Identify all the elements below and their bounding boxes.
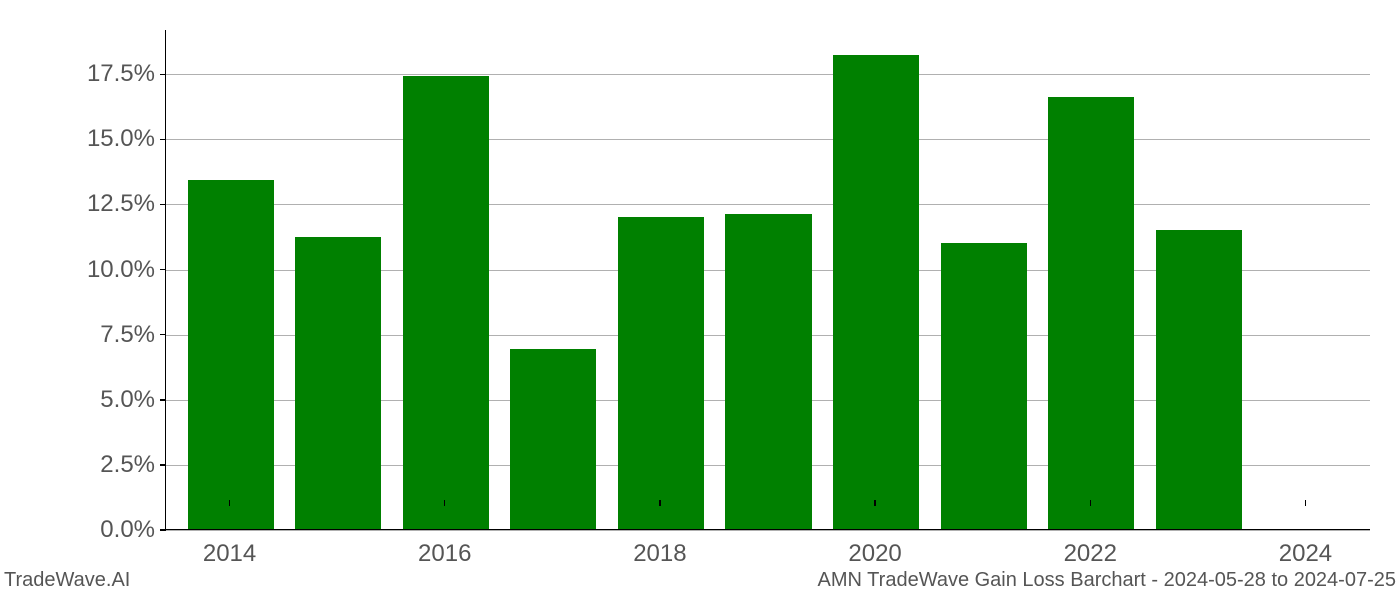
x-tick-mark <box>229 500 231 506</box>
gridline <box>166 530 1370 531</box>
x-tick-mark <box>444 500 446 506</box>
chart-container <box>165 30 1370 530</box>
x-tick-label: 2020 <box>848 540 901 568</box>
footer-right-text: AMN TradeWave Gain Loss Barchart - 2024-… <box>818 569 1396 592</box>
x-tick-label: 2024 <box>1279 540 1332 568</box>
x-tick-label: 2022 <box>1064 540 1117 568</box>
x-tick-mark <box>1305 500 1307 506</box>
y-tick-label: 17.5% <box>87 60 155 88</box>
y-tick-mark <box>160 334 166 336</box>
y-tick-mark <box>160 399 166 401</box>
x-tick-mark <box>659 500 661 506</box>
gridline <box>166 74 1370 75</box>
y-tick-label: 10.0% <box>87 256 155 284</box>
y-tick-mark <box>160 269 166 271</box>
x-tick-mark <box>874 500 876 506</box>
bar <box>295 237 381 529</box>
x-tick-mark <box>1090 500 1092 506</box>
bar <box>833 55 919 529</box>
bar <box>1156 230 1242 529</box>
bar <box>618 217 704 530</box>
y-tick-label: 7.5% <box>100 321 155 349</box>
y-tick-label: 15.0% <box>87 125 155 153</box>
plot-area <box>165 30 1370 530</box>
y-tick-mark <box>160 204 166 206</box>
x-tick-label: 2016 <box>418 540 471 568</box>
y-tick-label: 12.5% <box>87 190 155 218</box>
gridline <box>166 139 1370 140</box>
bar <box>188 180 274 529</box>
footer-left-text: TradeWave.AI <box>4 569 130 592</box>
y-tick-mark <box>160 74 166 76</box>
bar <box>510 349 596 529</box>
bar <box>1048 97 1134 529</box>
y-tick-label: 0.0% <box>100 516 155 544</box>
y-tick-label: 5.0% <box>100 386 155 414</box>
y-tick-mark <box>160 464 166 466</box>
bar <box>941 243 1027 529</box>
x-tick-label: 2014 <box>203 540 256 568</box>
y-tick-mark <box>160 139 166 141</box>
x-tick-label: 2018 <box>633 540 686 568</box>
bar <box>725 214 811 529</box>
gridline <box>166 204 1370 205</box>
bar <box>403 76 489 529</box>
y-tick-mark <box>160 529 166 531</box>
y-tick-label: 2.5% <box>100 451 155 479</box>
